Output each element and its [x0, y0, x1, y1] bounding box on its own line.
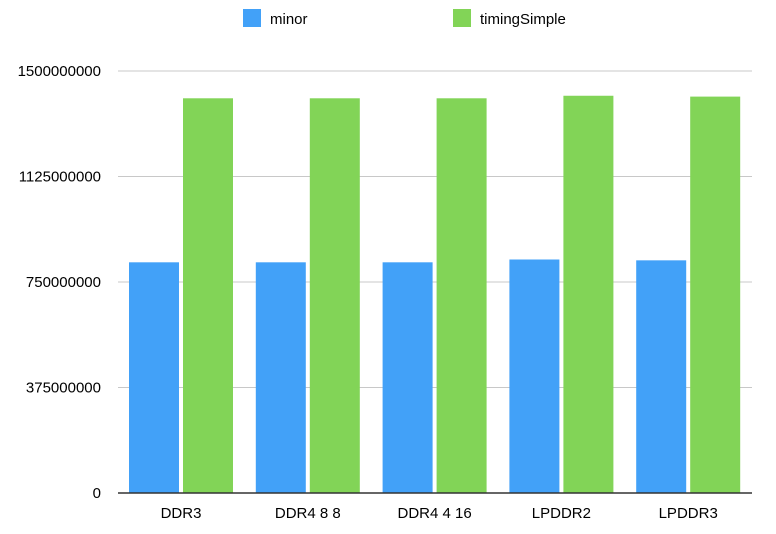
bar-timingSimple	[563, 95, 614, 494]
legend: minor timingSimple	[243, 9, 566, 28]
bar-minor	[509, 259, 560, 493]
y-tick-label: 1500000000	[18, 63, 101, 80]
y-tick-label: 375000000	[26, 380, 101, 397]
bar-timingSimple	[183, 98, 233, 493]
bar-timingSimple	[309, 98, 360, 493]
legend-swatch-minor	[243, 9, 261, 27]
legend-swatch-timingSimple	[453, 9, 471, 27]
x-tick-label: LPDDR2	[532, 505, 591, 522]
x-tick-label: DDR4 8 8	[275, 505, 341, 522]
y-tick-label: 0	[93, 485, 101, 502]
legend-label-minor: minor	[270, 11, 308, 28]
x-tick-label: DDR4 4 16	[397, 505, 471, 522]
y-tick-label: 1125000000	[19, 169, 101, 186]
bar-timingSimple	[436, 98, 487, 493]
bar-minor	[382, 262, 433, 493]
y-tick-labels: 0 375000000 750000000 1125000000 1500000000	[18, 63, 101, 502]
x-tick-label: LPDDR3	[659, 505, 718, 522]
bar-timingSimple	[690, 96, 741, 494]
bar-minor	[255, 262, 306, 493]
y-tick-label: 750000000	[26, 274, 101, 291]
bar-minor	[129, 262, 179, 493]
bars	[129, 95, 741, 494]
bar-minor	[636, 260, 687, 493]
x-tick-labels: DDR3 DDR4 8 8 DDR4 4 16 LPDDR2 LPDDR3	[161, 505, 718, 522]
legend-label-timingSimple: timingSimple	[480, 11, 566, 28]
x-tick-label: DDR3	[161, 505, 202, 522]
